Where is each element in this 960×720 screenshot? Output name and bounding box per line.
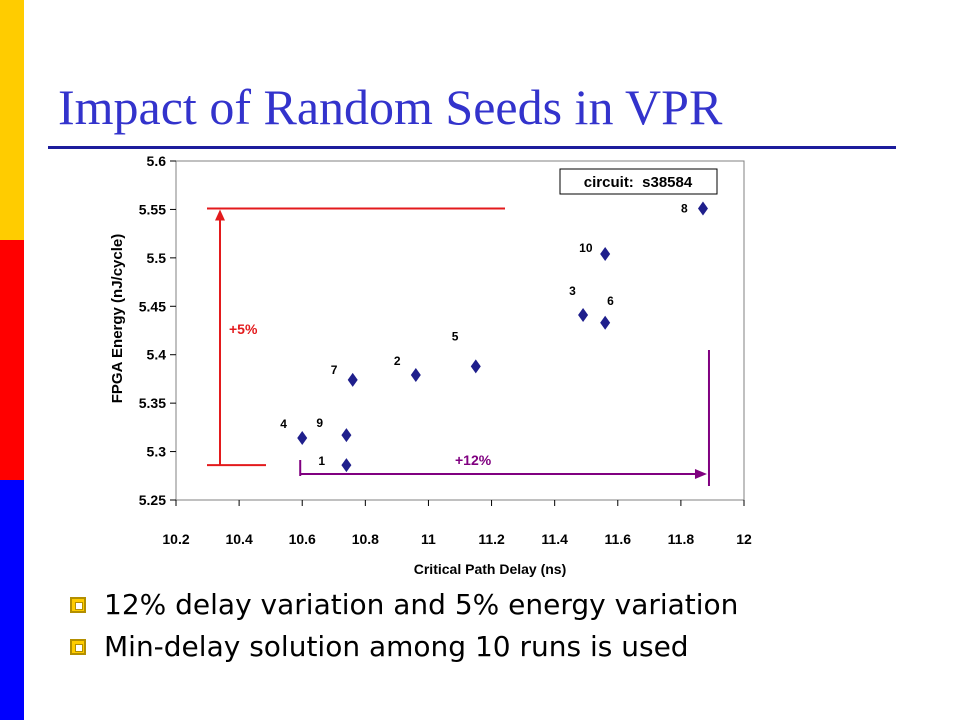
y-tick-label: 5.55 (139, 201, 166, 217)
data-point-9 (341, 428, 352, 443)
x-tick-label: 11.8 (668, 531, 695, 547)
data-point-label: 4 (280, 417, 287, 431)
side-bar-red (0, 240, 24, 480)
delay-range-label: +12% (455, 452, 492, 468)
data-point-label: 6 (607, 294, 614, 308)
data-point-label: 2 (394, 354, 401, 368)
data-point-8 (697, 201, 708, 216)
title-underline (48, 146, 896, 149)
x-tick-label: 11.4 (541, 531, 568, 547)
slide-title: Impact of Random Seeds in VPR (58, 79, 723, 135)
data-point-2 (410, 368, 421, 383)
x-tick-label: 12 (736, 531, 752, 547)
data-point-4 (297, 431, 308, 446)
square-bullet-icon (70, 639, 86, 655)
x-tick-label: 11.2 (478, 531, 505, 547)
x-tick-label: 10.2 (162, 531, 189, 547)
bullet-item: Min-delay solution among 10 runs is used (70, 626, 738, 668)
energy-arrow-head (215, 209, 225, 221)
y-tick-label: 5.5 (147, 250, 167, 266)
data-point-label: 10 (579, 241, 593, 255)
circuit-label: circuit: s38584 (584, 174, 693, 191)
data-point-label: 9 (316, 416, 323, 430)
data-point-5 (470, 359, 481, 374)
circuit-box (559, 168, 718, 195)
delay-arrow-head (694, 469, 707, 479)
data-point-7 (347, 372, 358, 387)
x-tick-label: 10.8 (352, 531, 379, 547)
y-axis-label: FPGA Energy (nJ/cycle) (109, 234, 126, 404)
side-bar-blue (0, 480, 24, 720)
data-point-label: 3 (569, 284, 576, 298)
y-tick-label: 5.6 (147, 153, 167, 169)
plot-frame (175, 160, 745, 501)
data-point-label: 1 (318, 454, 325, 468)
data-point-10 (600, 246, 611, 261)
y-tick-label: 5.3 (147, 444, 167, 460)
x-tick-label: 10.6 (289, 531, 316, 547)
bullet-item: 12% delay variation and 5% energy variat… (70, 584, 738, 626)
y-tick-label: 5.4 (147, 347, 167, 363)
data-point-label: 7 (331, 363, 338, 377)
bullet-text: 12% delay variation and 5% energy variat… (104, 588, 739, 621)
side-bar-yellow (0, 0, 24, 240)
y-tick-label: 5.25 (139, 492, 166, 508)
bullet-list: 12% delay variation and 5% energy variat… (70, 584, 738, 668)
x-axis-label: Critical Path Delay (ns) (414, 561, 567, 577)
data-point-label: 5 (452, 329, 459, 343)
data-point-1 (341, 458, 352, 473)
y-tick-label: 5.45 (139, 298, 166, 314)
square-bullet-icon (70, 597, 86, 613)
bullet-text: Min-delay solution among 10 runs is used (104, 630, 689, 663)
data-point-3 (578, 308, 589, 323)
x-tick-label: 11 (421, 531, 436, 547)
data-point-6 (600, 315, 611, 330)
x-tick-label: 11.6 (605, 531, 632, 547)
energy-range-label: +5% (229, 321, 258, 337)
data-point-label: 8 (681, 201, 688, 215)
y-tick-label: 5.35 (139, 395, 166, 411)
x-tick-label: 10.4 (225, 531, 252, 547)
